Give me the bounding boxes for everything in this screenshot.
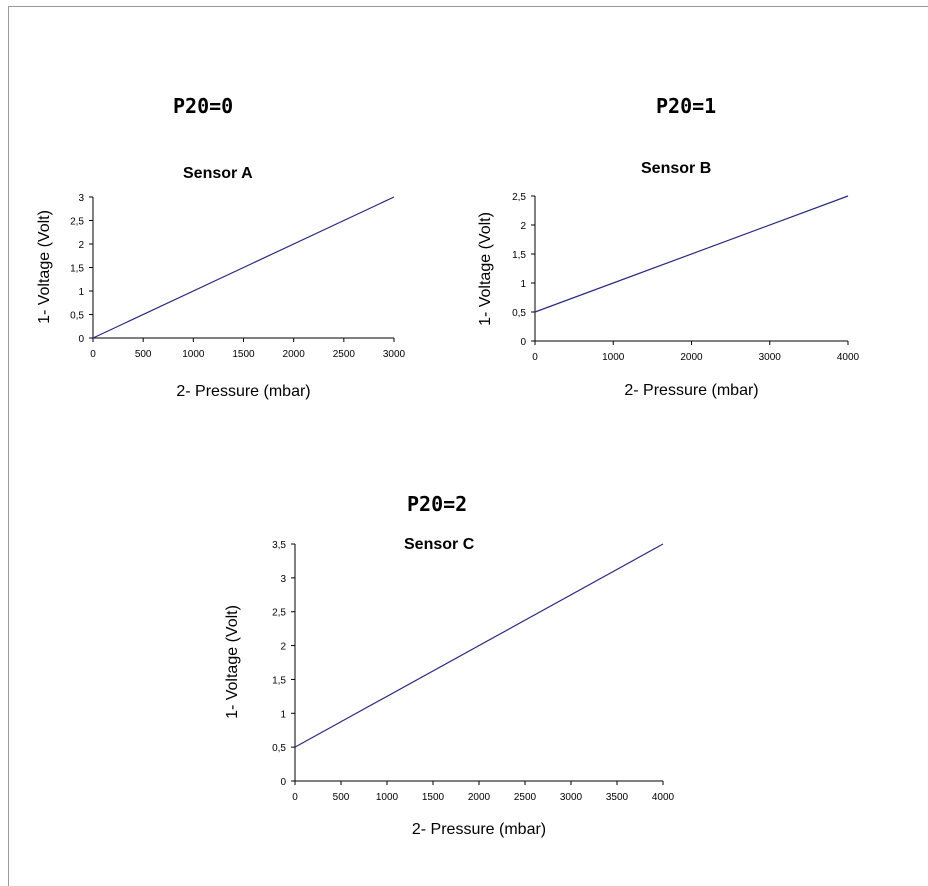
- series-line-b: [534, 195, 849, 313]
- y-tick-label-b: 0,5: [512, 308, 526, 319]
- y-tick-label-c: 3,5: [272, 540, 286, 551]
- x-tick-label-a: 2500: [333, 349, 356, 360]
- y-tick-label-a: 0: [78, 334, 84, 345]
- x-tick-label-c: 3500: [606, 792, 629, 803]
- y-tick-label-c: 1,5: [272, 675, 286, 686]
- heading-p20-0: P20=0: [173, 94, 234, 118]
- x-tick-label-a: 2000: [283, 349, 306, 360]
- chart-title-b: Sensor B: [641, 160, 712, 177]
- y-tick-label-a: 0,5: [70, 311, 84, 322]
- heading-p20-2: P20=2: [407, 492, 468, 516]
- x-tick-label-b: 1000: [602, 352, 625, 363]
- y-axis-label-a: 1- Voltage (Volt): [36, 210, 53, 324]
- y-axis-label-c: 1- Voltage (Volt): [224, 605, 241, 719]
- x-tick-label-c: 2500: [514, 792, 537, 803]
- x-tick-label-c: 1000: [376, 792, 399, 803]
- y-tick-label-c: 0: [280, 777, 286, 788]
- y-tick-label-b: 1: [520, 279, 526, 290]
- x-tick-label-a: 3000: [383, 349, 406, 360]
- y-tick-label-a: 1: [78, 287, 84, 298]
- y-tick-label-b: 1,5: [512, 250, 526, 261]
- x-tick-label-c: 1500: [422, 792, 445, 803]
- x-tick-label-a: 0: [90, 349, 96, 360]
- x-tick-label-c: 2000: [468, 792, 491, 803]
- x-axis-label-a: 2- Pressure (mbar): [176, 383, 310, 400]
- figure-frame: [8, 6, 928, 886]
- x-axis-label-b: 2- Pressure (mbar): [624, 382, 758, 399]
- x-tick-label-a: 1500: [232, 349, 255, 360]
- y-tick-label-c: 3: [280, 574, 286, 585]
- series-line-a: [92, 196, 395, 339]
- x-tick-label-c: 3000: [560, 792, 583, 803]
- chart-title-c: Sensor C: [404, 536, 475, 553]
- x-tick-label-a: 500: [135, 349, 152, 360]
- y-tick-label-c: 2,5: [272, 608, 286, 619]
- y-tick-label-a: 3: [78, 193, 84, 204]
- x-tick-label-b: 3000: [759, 352, 782, 363]
- x-tick-label-c: 4000: [652, 792, 675, 803]
- y-tick-label-a: 1,5: [70, 264, 84, 275]
- y-tick-label-a: 2,5: [70, 217, 84, 228]
- x-tick-label-b: 4000: [837, 352, 860, 363]
- x-tick-label-b: 0: [532, 352, 538, 363]
- x-tick-label-a: 1000: [182, 349, 205, 360]
- x-tick-label-b: 2000: [680, 352, 703, 363]
- x-axis-label-c: 2- Pressure (mbar): [412, 821, 546, 838]
- y-axis-label-b: 1- Voltage (Volt): [477, 212, 494, 326]
- series-line-c: [294, 543, 664, 748]
- x-tick-label-c: 500: [333, 792, 350, 803]
- x-tick-label-c: 0: [292, 792, 298, 803]
- y-tick-label-c: 1: [280, 709, 286, 720]
- y-tick-label-a: 2: [78, 240, 84, 251]
- y-tick-label-c: 0,5: [272, 743, 286, 754]
- chart-title-a: Sensor A: [183, 165, 253, 182]
- y-tick-label-c: 2: [280, 642, 286, 653]
- y-tick-label-b: 2,5: [512, 192, 526, 203]
- heading-p20-1: P20=1: [656, 94, 717, 118]
- y-tick-label-b: 2: [520, 221, 526, 232]
- y-tick-label-b: 0: [520, 337, 526, 348]
